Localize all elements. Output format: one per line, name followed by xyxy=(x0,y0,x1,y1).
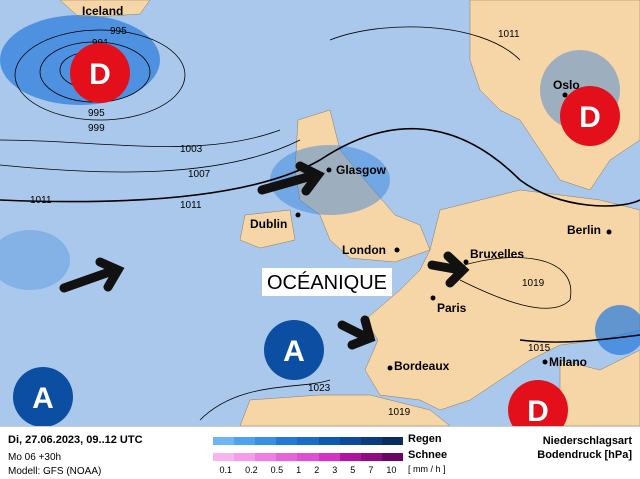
scale-swatch xyxy=(276,453,298,461)
isobar-label: 995 xyxy=(110,26,127,37)
scale-tick: 1 xyxy=(296,465,302,475)
city-label: Iceland xyxy=(82,4,123,18)
scale-swatch xyxy=(360,453,382,461)
arrow-icon xyxy=(59,257,125,293)
snow-color-scale xyxy=(213,453,403,461)
legend-footer: Di, 27.06.2023, 09..12 UTC Mo 06 +30h Mo… xyxy=(0,426,640,479)
scale-tick: 0.2 xyxy=(245,465,258,475)
isobar-label: 1011 xyxy=(30,195,52,206)
isobar-label: 999 xyxy=(88,123,105,134)
scale-swatch xyxy=(297,453,319,461)
scale-tick: 0.1 xyxy=(219,465,233,475)
scale-swatch xyxy=(318,453,340,461)
scale-swatch xyxy=(318,437,340,445)
city-label: Oslo xyxy=(553,78,580,92)
scale-swatch xyxy=(255,437,277,445)
svg-text:D: D xyxy=(89,58,111,91)
pressure-title: Bodendruck [hPa] xyxy=(537,449,632,461)
scale-swatch xyxy=(339,437,361,445)
isobar-label: 1007 xyxy=(188,169,211,180)
isobar-label: 995 xyxy=(88,108,105,119)
scale-tick: 0.5 xyxy=(270,465,284,475)
scale-swatch xyxy=(339,453,361,461)
scale-tick: 5 xyxy=(350,465,356,475)
city-label: Glasgow xyxy=(336,163,387,177)
scale-swatch xyxy=(360,437,382,445)
model-run: Mo 06 +30h xyxy=(8,452,62,463)
isobars xyxy=(0,26,640,421)
scale-swatch xyxy=(234,453,256,461)
scale-tick: 2 xyxy=(314,465,320,475)
snow-label: Schnee xyxy=(408,449,448,461)
svg-text:A: A xyxy=(32,382,54,415)
isobar-label: 1003 xyxy=(180,144,203,155)
city-label: Bordeaux xyxy=(394,359,450,373)
wind-arrows xyxy=(59,161,470,350)
scale-swatch xyxy=(381,453,403,461)
high-pressure-marker xyxy=(13,367,73,426)
isobar-label: 1011 xyxy=(180,200,202,211)
type-title: Niederschlagsart xyxy=(542,435,632,447)
scale-tick: 7 xyxy=(368,465,374,475)
city-label: Milano xyxy=(549,355,587,369)
low-pressure-marker xyxy=(70,43,130,103)
weather-map: 995 991 995 999 1003 1007 1011 1011 1011… xyxy=(0,0,640,426)
city-label: Berlin xyxy=(567,223,601,237)
scale-swatch xyxy=(234,437,256,445)
isobar-label: 1019 xyxy=(522,278,545,289)
isobar-label: 1019 xyxy=(388,407,411,418)
scale-swatch xyxy=(213,437,235,445)
scale-swatch xyxy=(213,453,235,461)
isobar-label: 1015 xyxy=(528,343,551,354)
low-pressure-marker xyxy=(560,86,620,146)
rain-label: Regen xyxy=(408,433,442,445)
unit-label: [ mm / h ] xyxy=(408,464,446,474)
scale-swatch xyxy=(381,437,403,445)
city-label: Dublin xyxy=(250,217,287,231)
arrow-icon xyxy=(337,315,376,350)
low-pressure-marker xyxy=(508,380,568,426)
scale-swatch xyxy=(297,437,319,445)
scale-swatch xyxy=(255,453,277,461)
arrow-icon xyxy=(427,251,470,288)
city-label: London xyxy=(342,243,386,257)
isobar-label: 1023 xyxy=(308,383,331,394)
svg-text:OCÉANIQUE: OCÉANIQUE xyxy=(267,271,387,294)
isobar-label: 1011 xyxy=(498,29,520,40)
arrow-icon xyxy=(257,161,325,196)
model-name: Modell: GFS (NOAA) xyxy=(8,466,102,477)
scale-tick: 3 xyxy=(332,465,338,475)
scale-swatch xyxy=(276,437,298,445)
scale-ticks: 0.1 0.2 0.5 1 2 3 5 7 10 xyxy=(213,465,403,475)
svg-text:D: D xyxy=(527,395,549,426)
svg-text:A: A xyxy=(283,335,305,368)
high-pressure-marker xyxy=(264,320,324,380)
forecast-date: Di, 27.06.2023, 09..12 UTC xyxy=(8,434,143,446)
svg-text:D: D xyxy=(579,101,601,134)
regime-box: OCÉANIQUE xyxy=(262,268,392,296)
rain-color-scale xyxy=(213,437,403,445)
scale-tick: 10 xyxy=(386,465,397,475)
city-label: Bruxelles xyxy=(470,247,524,261)
city-label: Paris xyxy=(437,301,467,315)
